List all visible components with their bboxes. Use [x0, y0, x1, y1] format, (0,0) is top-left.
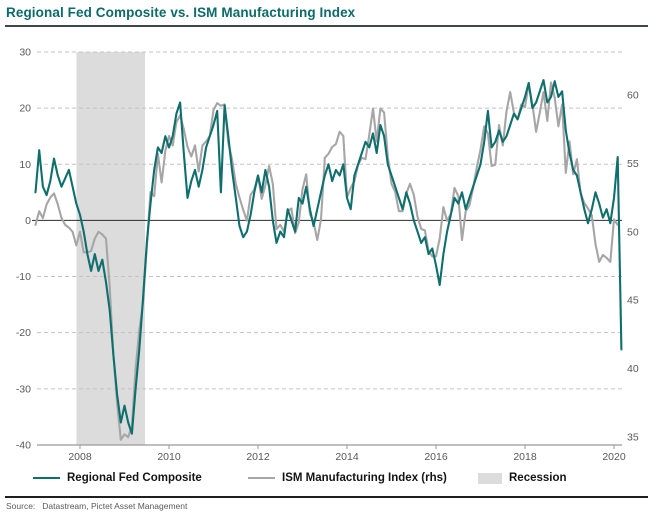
title-rule: [5, 25, 648, 27]
x-axis-label: 2012: [246, 451, 270, 463]
legend-label: Recession: [509, 472, 567, 484]
left-axis-label: 30: [19, 46, 31, 58]
chart-title: Regional Fed Composite vs. ISM Manufactu…: [6, 5, 356, 20]
fed-line-swatch-icon: [33, 476, 60, 480]
series-line-fed-composite: [34, 79, 623, 435]
x-axis-label: 2020: [602, 451, 626, 463]
left-axis-label: -20: [16, 327, 31, 339]
x-axis-label: 2010: [157, 451, 181, 463]
left-axis-label: -40: [16, 439, 31, 451]
legend-item-fed-composite: Regional Fed Composite: [33, 470, 202, 486]
left-axis-label: 0: [25, 215, 31, 227]
x-axis-label: 2016: [424, 451, 448, 463]
left-axis-label: -10: [16, 271, 31, 283]
left-axis-label: -30: [16, 383, 31, 395]
x-axis-label: 2008: [68, 451, 92, 463]
x-axis-label: 2018: [513, 451, 537, 463]
x-axis-label: 2014: [335, 451, 359, 463]
recession-box-swatch-icon: [478, 472, 502, 484]
chart-legend: Regional Fed Composite ISM Manufacturing…: [0, 470, 656, 486]
source-text: Datastream, Pictet Asset Management: [42, 501, 188, 511]
legend-label: ISM Manufacturing Index (rhs): [282, 472, 447, 484]
left-axis-label: 20: [19, 103, 31, 115]
ism-line-swatch-icon: [248, 476, 275, 480]
recession-band: [76, 52, 145, 445]
right-axis-label: 50: [627, 226, 639, 238]
right-axis-label: 60: [627, 89, 639, 101]
legend-item-recession: Recession: [478, 470, 567, 486]
source-note: Source: Datastream, Pictet Asset Manageme…: [6, 501, 187, 511]
left-axis-label: 10: [19, 159, 31, 171]
legend-item-ism-index: ISM Manufacturing Index (rhs): [248, 470, 447, 486]
right-axis-label: 35: [627, 432, 639, 444]
source-rule: [5, 496, 648, 498]
right-axis-label: 40: [627, 363, 639, 375]
source-label: Source:: [6, 501, 36, 511]
right-axis-label: 55: [627, 158, 639, 170]
legend-label: Regional Fed Composite: [67, 472, 202, 484]
right-axis-label: 45: [627, 295, 639, 307]
